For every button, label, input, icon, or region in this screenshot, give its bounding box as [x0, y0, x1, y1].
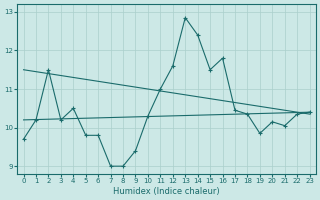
X-axis label: Humidex (Indice chaleur): Humidex (Indice chaleur) — [113, 187, 220, 196]
